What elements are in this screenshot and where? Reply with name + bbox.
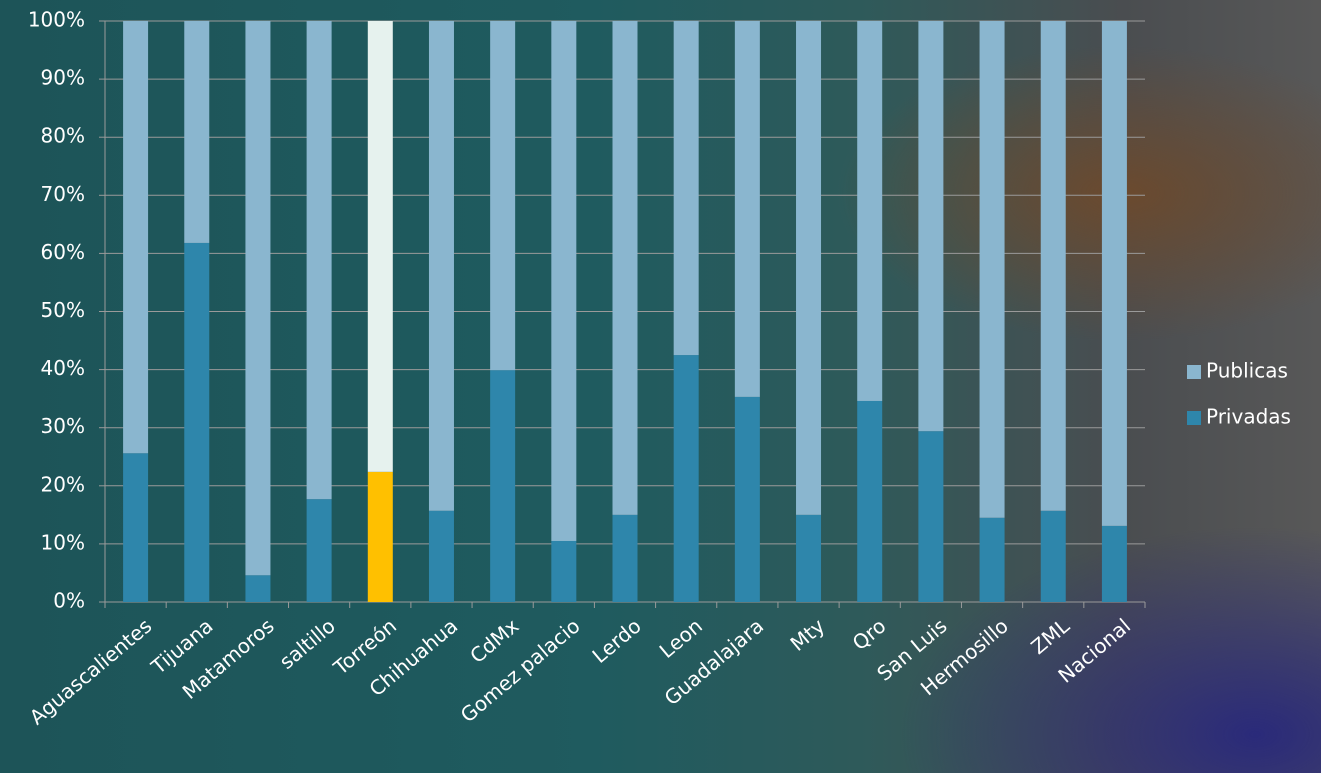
bar-segment	[367, 471, 393, 602]
bar-segment	[734, 21, 760, 397]
x-tick-label: ZML	[1026, 613, 1074, 659]
x-tick-label: Qro	[848, 614, 891, 655]
legend-label: Privadas	[1206, 405, 1291, 429]
bar-segment	[123, 21, 149, 454]
bar-segment	[979, 517, 1005, 602]
bar-segment	[979, 21, 1005, 518]
x-tick-label: saltillo	[275, 614, 340, 674]
bar-segment	[1040, 510, 1066, 602]
y-tick-label: 60%	[41, 240, 85, 264]
legend-swatch	[1187, 411, 1201, 425]
x-tick-label: Lerdo	[587, 614, 645, 668]
bar-segment	[245, 575, 271, 602]
y-tick-label: 70%	[41, 182, 85, 206]
x-tick-label: Leon	[655, 614, 707, 663]
y-tick-label: 20%	[41, 472, 85, 496]
bar-segment	[245, 21, 271, 576]
y-tick-label: 40%	[41, 356, 85, 380]
y-tick-label: 80%	[41, 124, 85, 148]
bar-segment	[1040, 21, 1066, 511]
y-tick-label: 90%	[41, 66, 85, 90]
bar-segment	[1101, 21, 1127, 526]
x-tick-label: Mty	[786, 614, 830, 656]
bar-segment	[796, 21, 822, 515]
bar-segment	[306, 21, 332, 500]
y-tick-label: 10%	[41, 530, 85, 554]
bar-segment	[673, 21, 699, 356]
legend-swatch	[1187, 365, 1201, 379]
bar-segment	[612, 514, 638, 602]
y-tick-label: 100%	[28, 8, 85, 32]
bar-segment	[918, 431, 944, 602]
y-tick-label: 30%	[41, 414, 85, 438]
bar-segment	[918, 21, 944, 432]
bar-segment	[734, 396, 760, 602]
y-tick-label: 0%	[53, 589, 85, 613]
bar-segment	[428, 510, 454, 602]
bar-segment	[551, 540, 577, 602]
bar-segment	[490, 21, 516, 371]
x-tick-label: Aguascalientes	[25, 614, 157, 730]
bar-segment	[612, 21, 638, 515]
bar-segment	[184, 21, 210, 243]
bar-segment	[1101, 525, 1127, 602]
bar-segment	[306, 499, 332, 602]
bar-segment	[490, 370, 516, 602]
bar-segment	[184, 242, 210, 602]
bar-segment	[857, 21, 883, 401]
bar-segment	[123, 453, 149, 602]
y-tick-label: 50%	[41, 298, 85, 322]
bar-segment	[367, 21, 393, 472]
bar-segment	[551, 21, 577, 541]
bar-segment	[796, 514, 822, 602]
bar-segment	[857, 400, 883, 602]
bar-segment	[673, 355, 699, 602]
bar-segment	[428, 21, 454, 511]
legend-label: Publicas	[1206, 359, 1288, 383]
